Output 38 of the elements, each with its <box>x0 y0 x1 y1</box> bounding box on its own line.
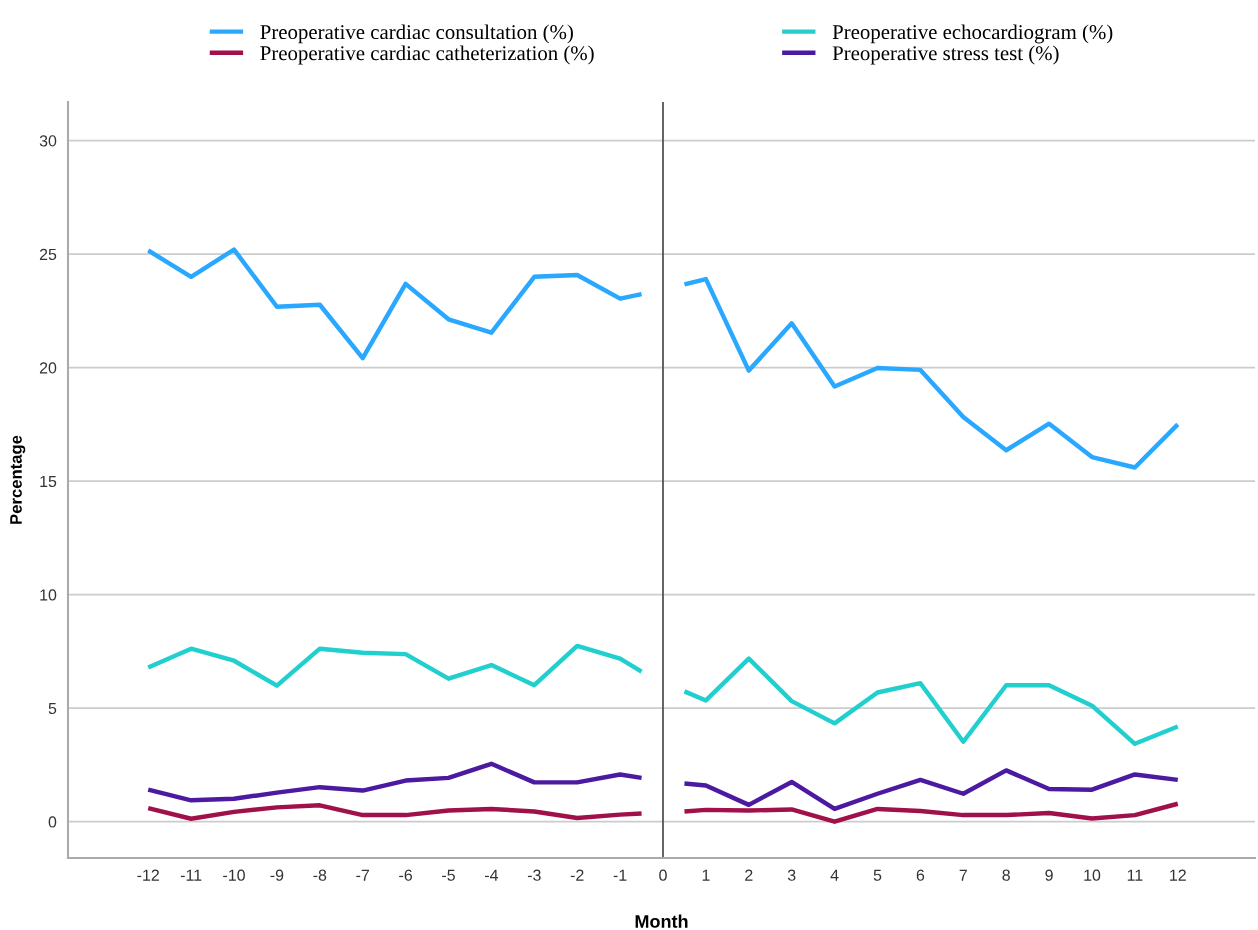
x-tick-label: 7 <box>959 869 967 881</box>
x-tick-label: 4 <box>830 869 839 881</box>
legend-label: Preoperative cardiac consultation (%) <box>260 24 573 44</box>
x-tick-label: 1 <box>702 869 710 881</box>
y-tick-label: 20 <box>39 362 57 374</box>
x-tick-label: -5 <box>442 869 455 881</box>
x-tick-label: -11 <box>180 869 202 881</box>
legend-label: Preoperative stress test (%) <box>832 45 1059 65</box>
y-tick-label: 5 <box>48 702 57 715</box>
x-tick-label: -10 <box>223 869 245 881</box>
x-tick-label: 9 <box>1045 869 1053 881</box>
x-tick-label: 6 <box>916 869 925 881</box>
x-tick-label: -3 <box>527 869 541 881</box>
x-tick-label: -2 <box>570 869 584 881</box>
y-tick-label: 10 <box>40 589 57 601</box>
x-tick-label: 0 <box>659 869 667 881</box>
x-axis-title: Month <box>635 914 688 928</box>
x-tick-label: -9 <box>270 869 284 881</box>
y-tick-label: 30 <box>39 135 57 147</box>
x-tick-label: -6 <box>399 869 413 881</box>
x-tick-label: 5 <box>873 869 882 881</box>
x-tick-label: 8 <box>1002 869 1010 881</box>
y-tick-label: 15 <box>40 475 57 488</box>
x-tick-label: 10 <box>1084 869 1101 881</box>
y-tick-label: 25 <box>39 248 57 261</box>
x-tick-label: -1 <box>613 869 627 881</box>
x-tick-label: -7 <box>356 869 370 881</box>
y-tick-label: 0 <box>48 816 57 828</box>
legend-label: Preoperative cardiac catheterization (%) <box>260 45 594 65</box>
x-tick-label: -8 <box>313 869 327 881</box>
y-axis-title: Percentage <box>10 435 26 524</box>
x-tick-label: 2 <box>745 869 753 881</box>
x-tick-label: 3 <box>787 869 796 881</box>
legend-label: Preoperative echocardiogram (%) <box>832 24 1113 44</box>
x-tick-label: 11 <box>1127 869 1143 881</box>
x-tick-label: -4 <box>485 869 499 881</box>
x-tick-label: 12 <box>1170 869 1186 881</box>
x-tick-label: -12 <box>137 869 159 881</box>
